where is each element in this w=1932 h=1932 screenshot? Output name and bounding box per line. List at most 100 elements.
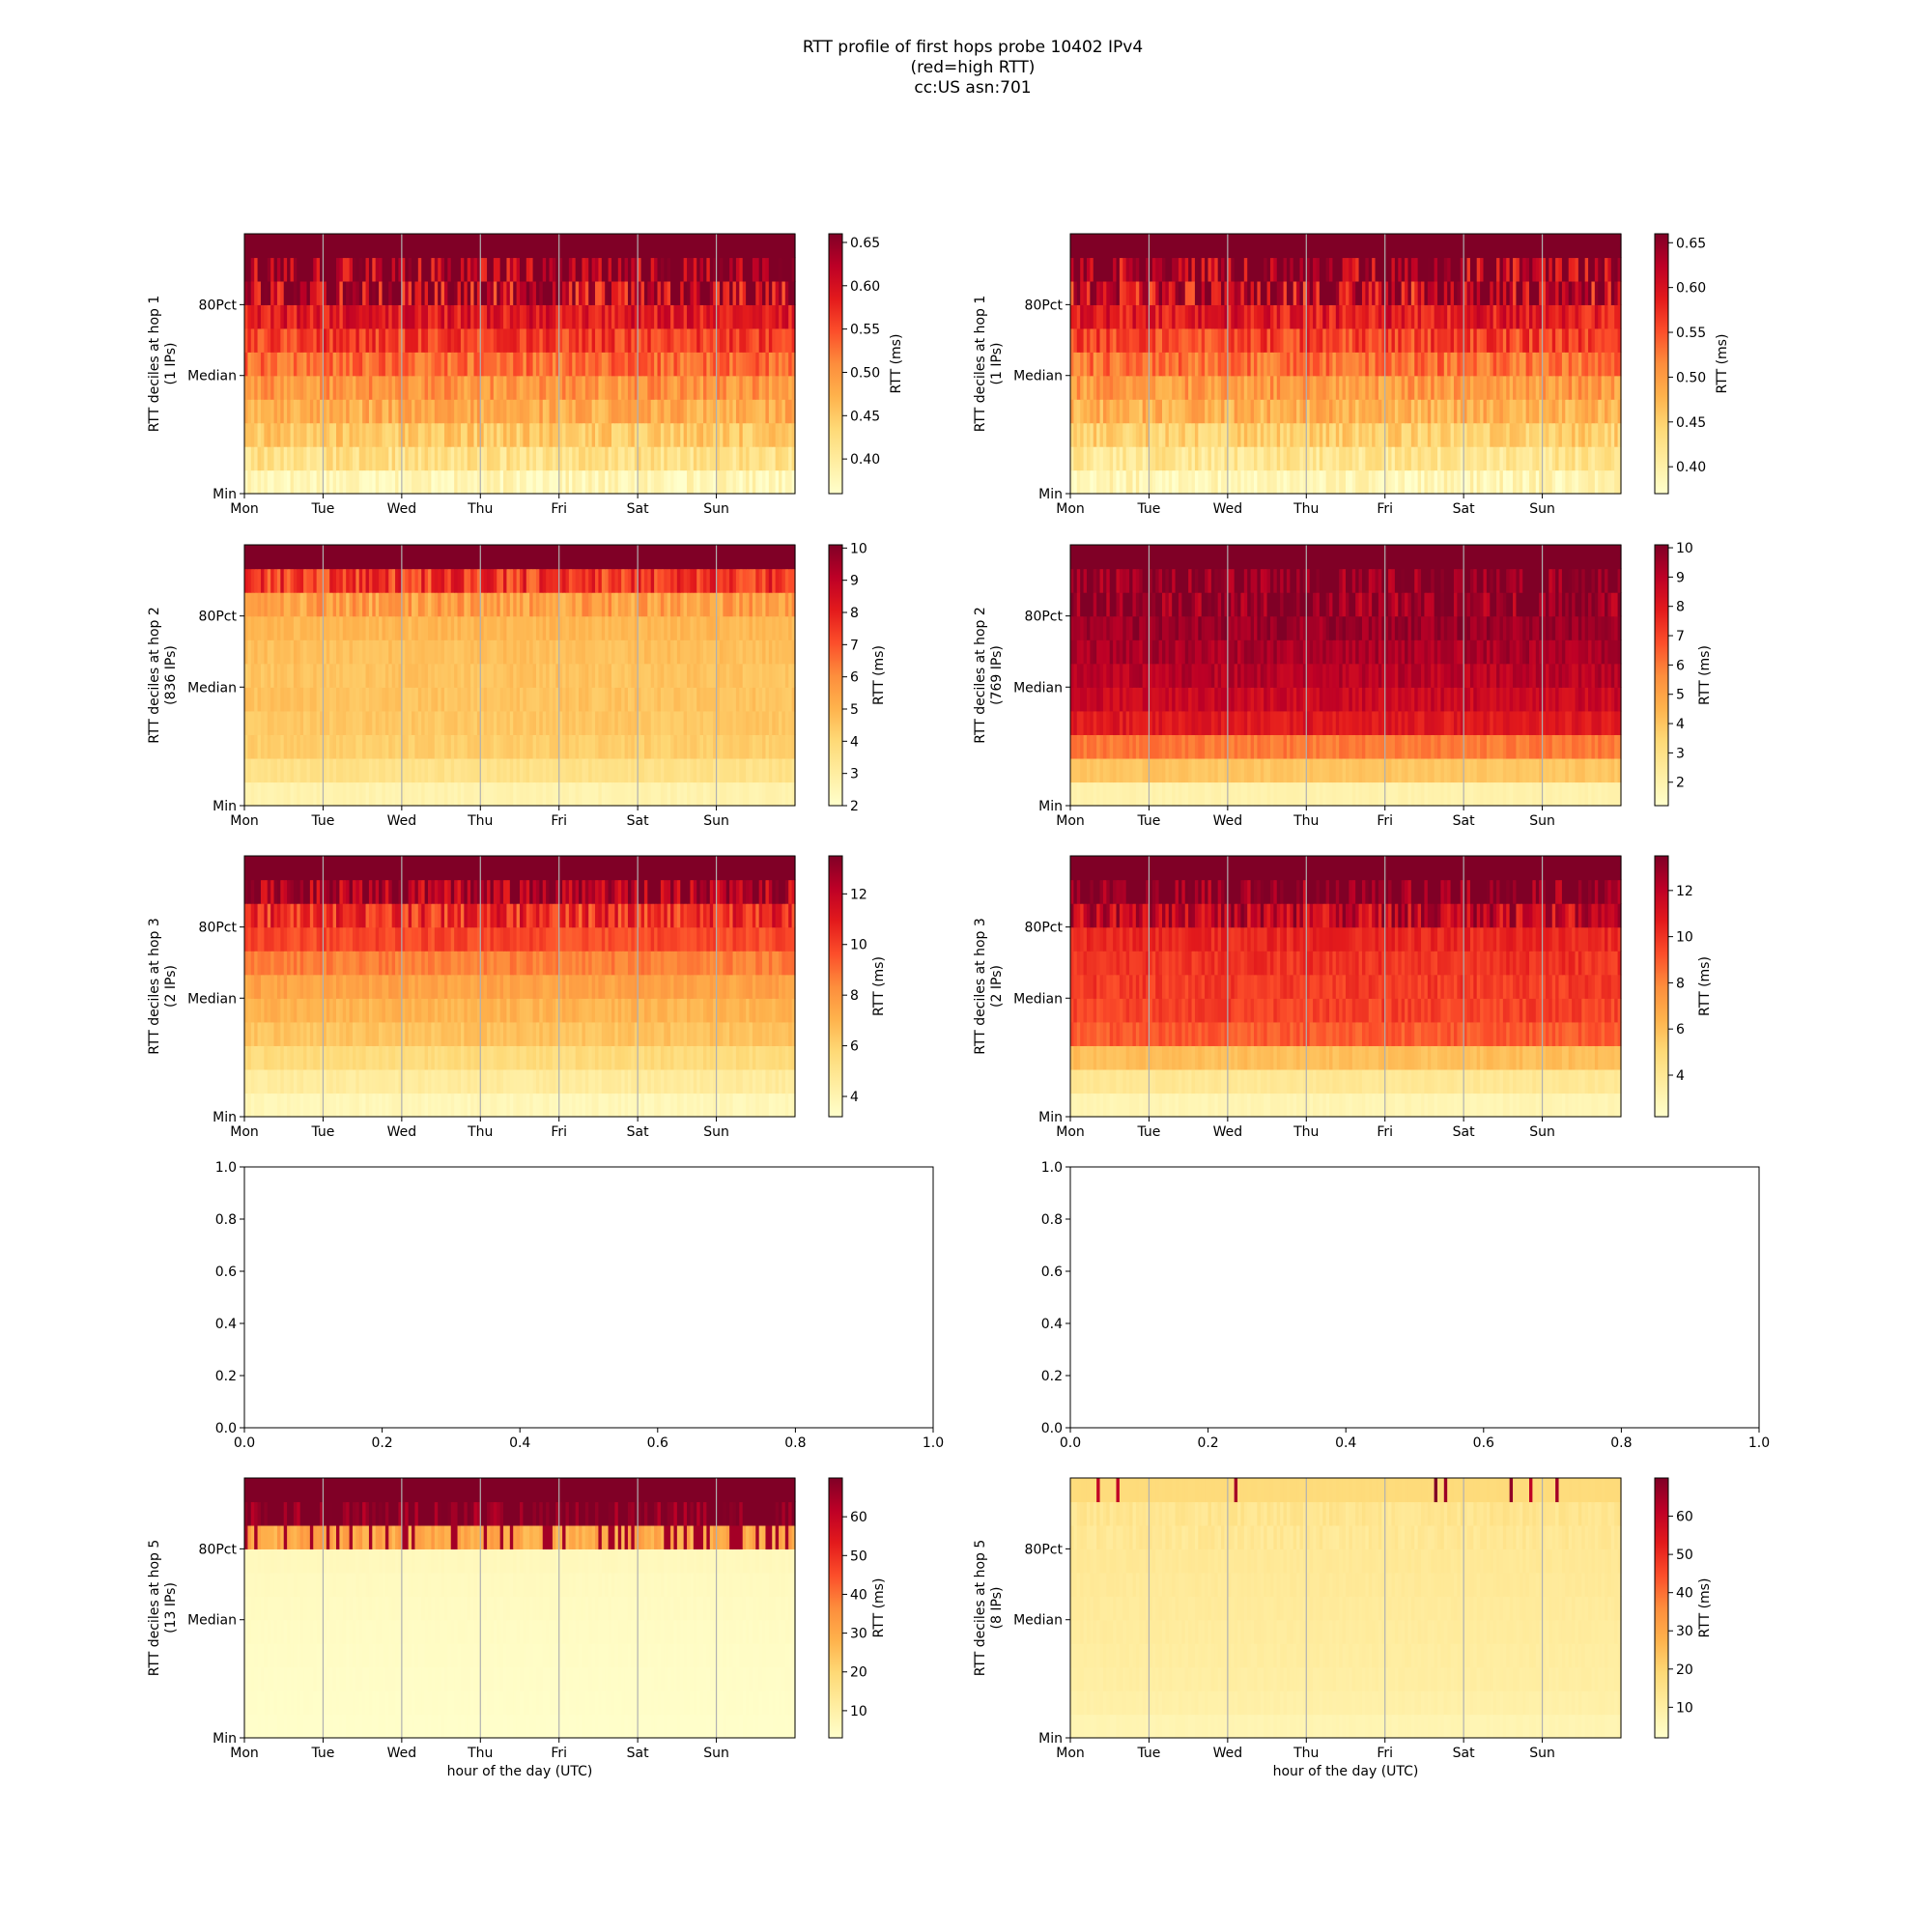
heatmap-cell [1447, 304, 1452, 329]
heatmap-cell [699, 304, 704, 329]
heatmap-cell [768, 280, 773, 305]
heatmap-cell [624, 687, 629, 712]
heatmap-cell [264, 375, 269, 400]
heatmap-cell [591, 280, 596, 305]
heatmap-cell [1565, 422, 1570, 447]
heatmap-cell [336, 304, 340, 329]
heatmap-cell [1591, 469, 1596, 495]
heatmap-cell [497, 399, 501, 424]
heatmap-cell [1394, 375, 1399, 400]
heatmap-cell [503, 327, 508, 353]
heatmap-cell [316, 375, 321, 400]
heatmap-cell [1302, 469, 1307, 495]
heatmap-cell [1499, 280, 1504, 305]
heatmap-cell [1257, 280, 1262, 305]
heatmap-cell [650, 639, 655, 665]
heatmap-cell [673, 399, 678, 424]
heatmap-cell [339, 446, 344, 471]
heatmap-cell [788, 446, 793, 471]
heatmap-cell [352, 422, 356, 447]
heatmap-cell [355, 304, 360, 329]
heatmap-cell [1577, 446, 1582, 471]
heatmap-cell [664, 663, 668, 688]
heatmap-cell [723, 710, 727, 735]
heatmap-cell [1146, 399, 1151, 424]
heatmap-cell [1299, 234, 1304, 259]
heatmap-cell [549, 304, 554, 329]
heatmap-cell [713, 375, 718, 400]
heatmap-cell [1469, 422, 1474, 447]
heatmap-cell [1286, 327, 1291, 353]
heatmap-cell [309, 422, 314, 447]
heatmap-cell [391, 422, 396, 447]
heatmap-cell [791, 399, 796, 424]
heatmap-cell [476, 687, 481, 712]
heatmap-cell [719, 663, 724, 688]
heatmap-cell [244, 234, 248, 259]
heatmap-cell [1381, 446, 1386, 471]
heatmap-cell [358, 375, 363, 400]
heatmap-cell [247, 781, 252, 807]
heatmap-cell [523, 399, 527, 424]
heatmap-cell [706, 734, 711, 759]
heatmap-cell [280, 687, 285, 712]
heatmap-cell [464, 234, 469, 259]
heatmap-cell [1401, 446, 1406, 471]
heatmap-cell [339, 280, 344, 305]
heatmap-cell [1457, 304, 1462, 329]
heatmap-cell [414, 639, 419, 665]
heatmap-cell [470, 327, 475, 353]
heatmap-cell [1247, 352, 1252, 377]
heatmap-cell [546, 757, 551, 783]
heatmap-cell [254, 375, 259, 400]
heatmap-cell [595, 352, 600, 377]
heatmap-cell [690, 734, 695, 759]
heatmap-cell [1139, 422, 1144, 447]
heatmap-cell [1122, 304, 1127, 329]
heatmap-cell [706, 280, 711, 305]
heatmap-cell [309, 399, 314, 424]
heatmap-cell [762, 734, 767, 759]
heatmap-cell [617, 352, 622, 377]
heatmap-cell [779, 327, 783, 353]
heatmap-cell [725, 257, 730, 282]
heatmap-cell [732, 639, 737, 665]
heatmap-cell [379, 280, 384, 305]
heatmap-cell [503, 469, 508, 495]
heatmap-cell [1319, 422, 1323, 447]
heatmap-cell [476, 757, 481, 783]
heatmap-cell [584, 257, 589, 282]
heatmap-cell [617, 469, 622, 495]
heatmap-cell [244, 710, 248, 735]
heatmap-cell [297, 615, 301, 640]
heatmap-cell [1349, 304, 1353, 329]
heatmap-cell [244, 280, 248, 305]
heatmap-cell [1490, 234, 1494, 259]
heatmap-cell [640, 280, 645, 305]
heatmap-cell [375, 639, 380, 665]
heatmap-cell [549, 469, 554, 495]
heatmap-cell [493, 399, 497, 424]
heatmap-cell [247, 327, 252, 353]
heatmap-cell [280, 422, 285, 447]
heatmap-cell [755, 399, 760, 424]
heatmap-cell [1234, 446, 1238, 471]
heatmap-cell [1575, 399, 1579, 424]
heatmap-cell [1290, 375, 1294, 400]
heatmap-cell [309, 710, 314, 735]
heatmap-cell [1372, 352, 1377, 377]
heatmap-cell [542, 327, 547, 353]
heatmap-cell [1575, 257, 1579, 282]
heatmap-cell [467, 327, 471, 353]
heatmap-cell [395, 710, 400, 735]
heatmap-cell [660, 257, 665, 282]
heatmap-cell [299, 639, 304, 665]
heatmap-cell [1529, 422, 1533, 447]
heatmap-cell [584, 469, 589, 495]
heatmap-cell [1129, 446, 1134, 471]
heatmap-cell [1509, 234, 1514, 259]
heatmap-cell [395, 639, 400, 665]
heatmap-cell [487, 781, 492, 807]
heatmap-cell [634, 352, 639, 377]
